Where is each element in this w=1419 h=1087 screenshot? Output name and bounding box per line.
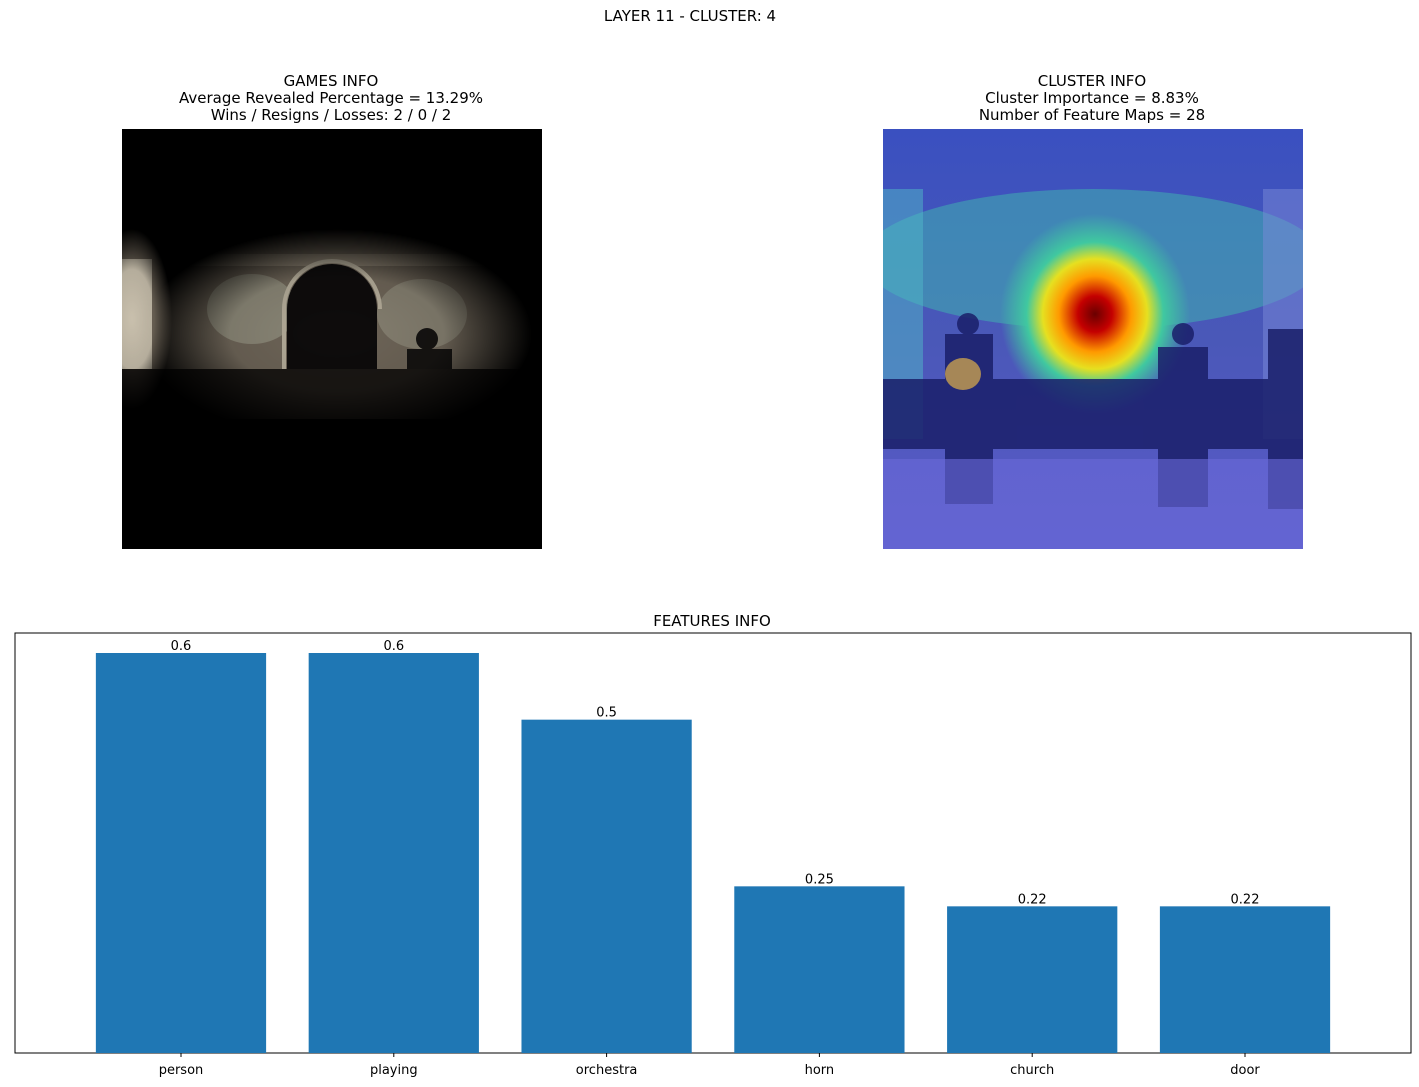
- masked-image: [122, 129, 542, 549]
- bar-horn: [734, 886, 905, 1053]
- bar-door: [1159, 906, 1331, 1053]
- cluster-info-feature-maps: Number of Feature Maps = 28: [978, 106, 1206, 124]
- bar-value-label: 0.6: [383, 639, 404, 654]
- games-info-title: GAMES INFO: [283, 72, 379, 90]
- chart-title: FEATURES INFO: [653, 612, 771, 630]
- x-tick-label: horn: [805, 1063, 835, 1078]
- bar-person: [95, 653, 267, 1053]
- cluster-info-title: CLUSTER INFO: [1037, 72, 1147, 90]
- bar-value-label: 0.5: [596, 706, 617, 721]
- x-tick-label: orchestra: [576, 1063, 638, 1078]
- x-tick-label: person: [159, 1063, 204, 1078]
- bar-church: [947, 906, 1118, 1053]
- x-tick-label: playing: [370, 1063, 418, 1078]
- bar-value-label: 0.6: [171, 639, 192, 654]
- games-info-revealed: Average Revealed Percentage = 13.29%: [178, 89, 484, 107]
- x-tick-label: door: [1230, 1063, 1260, 1078]
- bar-value-label: 0.22: [1231, 892, 1260, 907]
- x-tick-label: church: [1010, 1063, 1054, 1078]
- features-bar-chart: FEATURES INFO 0.6 0.6 0.5 0.25 0.22 0.22 pers…: [14, 612, 1412, 1078]
- figure-title: LAYER 11 - CLUSTER: 4: [603, 7, 777, 25]
- bar-value-label: 0.25: [805, 872, 834, 887]
- heatmap-image: [883, 129, 1303, 549]
- bar-orchestra: [521, 719, 692, 1053]
- games-info-record: Wins / Resigns / Losses: 2 / 0 / 2: [210, 106, 452, 124]
- cluster-info-importance: Cluster Importance = 8.83%: [985, 89, 1199, 107]
- bar-value-label: 0.22: [1018, 892, 1047, 907]
- bar-playing: [308, 653, 479, 1053]
